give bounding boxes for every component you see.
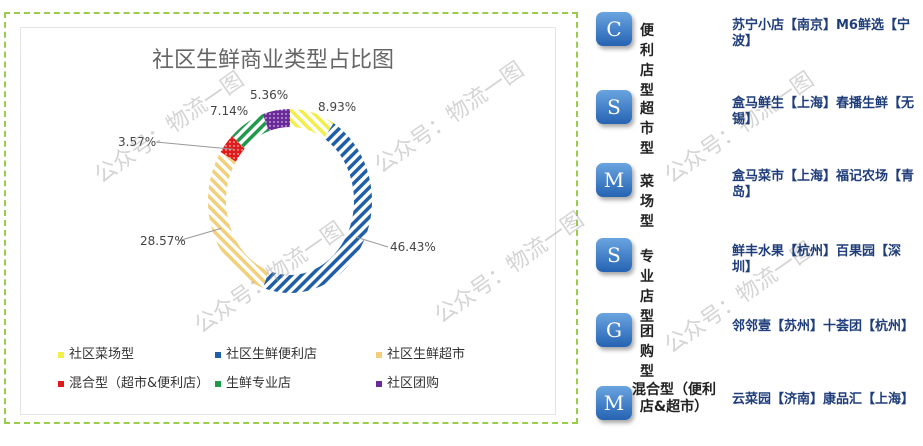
legend-label: 社区生鲜便利店 [226, 347, 318, 362]
type-letter-icon: S [596, 90, 632, 124]
donut-chart [155, 109, 389, 294]
type-letter-icon: G [596, 313, 632, 347]
legend-item: 社区菜场型 [58, 343, 134, 362]
store-type-name: 团购型 [640, 324, 654, 380]
data-label: 7.14% [210, 104, 249, 118]
store-type-name: 超市型 [640, 101, 654, 157]
type-letter-icon: S [596, 238, 632, 272]
store-type-name: 菜场型 [640, 174, 654, 230]
legend-marker [58, 351, 64, 358]
legend-item: 生鲜专业店 [215, 372, 291, 391]
leader-line [155, 141, 233, 150]
store-examples: 苏宁小店【南京】M6鲜选【宁波】 [732, 18, 910, 49]
data-label: 28.57% [140, 234, 186, 248]
legend-label: 混合型（超市&便利店） [69, 376, 210, 391]
type-letter-icon: M [596, 386, 632, 420]
chart-frame [20, 27, 556, 415]
store-examples: 邻邻壹【苏州】十荟团【杭州】 [732, 319, 915, 334]
store-type-name: 便利店型 [640, 23, 654, 99]
legend-label: 社区生鲜超市 [387, 347, 466, 362]
legend-label: 社区团购 [387, 376, 440, 391]
donut-slice [208, 152, 269, 288]
data-label: 5.36% [250, 88, 289, 102]
legend-label: 生鲜专业店 [226, 376, 292, 391]
legend-marker [376, 351, 382, 358]
store-examples: 盒马鲜生【上海】春播生鲜【无锡】 [732, 96, 915, 127]
data-label: 3.57% [118, 135, 157, 149]
leader-line [355, 236, 389, 248]
legend-marker [58, 380, 64, 387]
legend-item: 社区团购 [376, 372, 439, 391]
data-label: 46.43% [390, 240, 436, 254]
store-type-name: 专业店型 [640, 249, 654, 325]
legend-label: 社区菜场型 [69, 347, 135, 362]
legend-item: 社区生鲜超市 [376, 343, 465, 362]
legend-marker [376, 380, 382, 387]
type-letter-icon: M [596, 163, 632, 197]
legend-marker [215, 351, 221, 358]
store-examples: 云菜园【济南】康品汇【上海】 [732, 392, 915, 407]
legend-item: 混合型（超市&便利店） [58, 372, 209, 391]
donut-slice [232, 114, 269, 149]
donut-slice [262, 123, 373, 294]
donut-slice [262, 109, 290, 132]
leader-line [177, 227, 222, 242]
chart-panel [4, 12, 578, 424]
legend-item: 社区生鲜便利店 [215, 343, 317, 362]
legend-marker [215, 380, 221, 387]
store-examples: 鲜丰水果【杭州】百果园【深圳】 [732, 244, 902, 275]
type-letter-icon: C [596, 12, 632, 46]
donut-slice [290, 109, 334, 139]
data-label: 8.93% [318, 100, 357, 114]
chart-title: 社区生鲜商业类型占比图 [151, 48, 394, 73]
store-examples: 盒马菜市【上海】福记农场【青岛】 [732, 169, 915, 200]
store-type-name: 混合型（便利店&超市） [632, 382, 716, 415]
